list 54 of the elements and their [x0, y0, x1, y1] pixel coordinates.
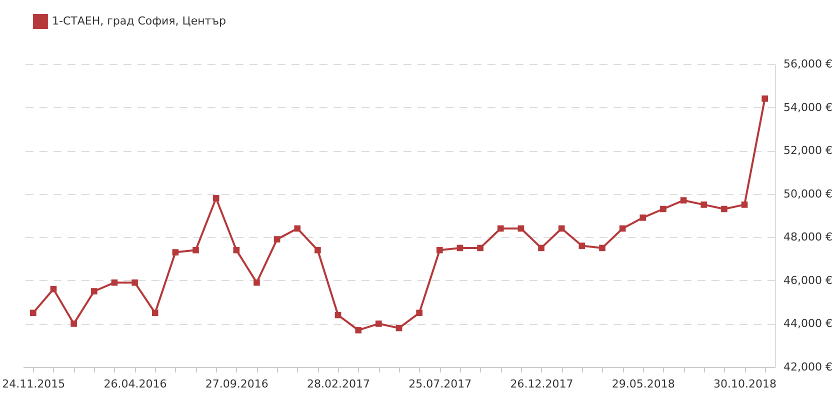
- point: [762, 95, 768, 102]
- point: [416, 310, 422, 316]
- point: [477, 244, 484, 252]
- x-tick-label: 28.02.2017: [307, 378, 370, 390]
- x-tick-label: 24.11.2015: [2, 378, 66, 390]
- x-tick-label: 30.10.2018: [714, 378, 777, 390]
- point: [680, 197, 687, 204]
- point: [111, 279, 118, 286]
- legend-label: 1-СТАЕН, град София, Център: [52, 14, 226, 28]
- point: [172, 249, 179, 256]
- y-tick-label: 44,000 €: [784, 317, 832, 330]
- point: [233, 246, 240, 254]
- y-tick-label: 50,000 €: [784, 187, 832, 200]
- x-tick-label: 26.12.2017: [510, 378, 574, 390]
- point: [70, 320, 77, 327]
- point: [50, 286, 57, 292]
- x-tick-label: 26.04.2016: [104, 378, 167, 390]
- y-tick-label: 46,000 €: [784, 274, 832, 287]
- y-tick-label: 54,000 €: [784, 100, 832, 114]
- y-tick-label: 48,000 €: [784, 230, 832, 244]
- y-tick-label: 52,000 €: [784, 144, 832, 158]
- point: [640, 214, 646, 221]
- point: [376, 320, 382, 327]
- point: [30, 310, 36, 316]
- point: [274, 236, 280, 242]
- point: [294, 225, 301, 232]
- point: [456, 244, 464, 252]
- point: [152, 310, 158, 316]
- point: [132, 279, 138, 286]
- point: [558, 225, 565, 232]
- point: [660, 206, 666, 212]
- point: [578, 242, 586, 249]
- point: [90, 288, 98, 294]
- point: [741, 202, 748, 208]
- point: [518, 225, 524, 232]
- point: [436, 246, 443, 254]
- x-tick-label: 25.07.2017: [408, 378, 472, 390]
- y-tick-label: 56,000 €: [784, 58, 832, 70]
- y-tick-label: 42,000 €: [784, 360, 832, 374]
- point: [334, 312, 342, 318]
- point: [700, 202, 708, 208]
- point: [538, 244, 544, 252]
- point: [599, 244, 606, 252]
- point: [314, 246, 321, 254]
- point: [355, 327, 362, 334]
- point: [254, 279, 260, 286]
- x-tick-label: 27.09.2016: [205, 378, 268, 390]
- point: [396, 324, 402, 332]
- point: [619, 225, 626, 232]
- point: [721, 206, 728, 212]
- point: [212, 195, 220, 202]
- point: [497, 225, 504, 232]
- x-tick-label: 29.05.2018: [612, 378, 675, 390]
- point: [192, 246, 199, 254]
